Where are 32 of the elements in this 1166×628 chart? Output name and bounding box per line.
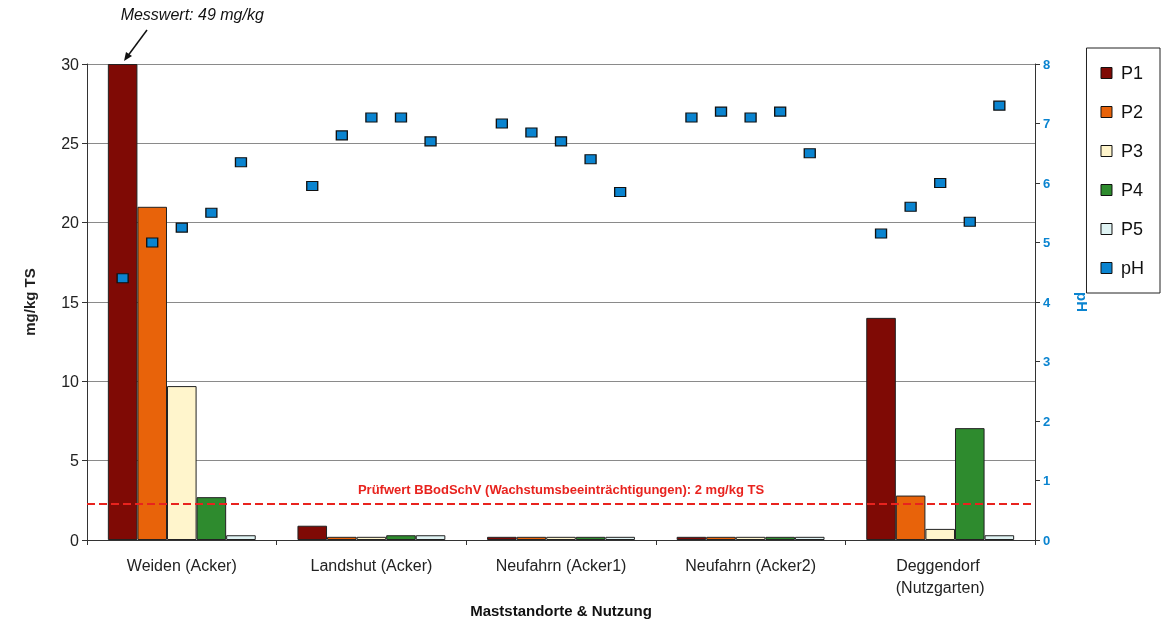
y-tick-label: 30 <box>61 55 80 73</box>
legend-label: P5 <box>1120 219 1144 239</box>
y-tick-label: 0 <box>70 531 80 549</box>
legend-label: P3 <box>1120 141 1144 161</box>
legend-label: P1 <box>1120 63 1144 83</box>
y2-tick-label: 7 <box>1043 116 1051 131</box>
y2-tick-label: 2 <box>1043 413 1051 429</box>
x-tick-label: Weiden (Acker) <box>126 556 237 574</box>
y-tick-label: 25 <box>61 134 80 152</box>
y2-tick-label: 0 <box>1043 532 1051 548</box>
y2-tick-label: 8 <box>1043 56 1051 72</box>
text: Messwert: 49 mg/kg <box>120 5 264 23</box>
y2-tick-label: 1 <box>1043 473 1051 488</box>
x-axis-title: Maststandorte & Nutzung <box>470 601 652 619</box>
y-axis-title: mg/kg TS <box>21 268 38 336</box>
y-tick-label: 5 <box>70 452 80 470</box>
y2-tick-label: 6 <box>1043 175 1051 191</box>
y2-tick-label: 5 <box>1043 235 1051 250</box>
y2-tick-label: 3 <box>1043 354 1051 369</box>
legend-label: pH <box>1120 258 1145 278</box>
legend-label: P4 <box>1120 180 1144 200</box>
y-tick-label: 20 <box>61 214 80 232</box>
legend-label: P2 <box>1120 102 1144 122</box>
y-tick-label: 15 <box>61 293 80 311</box>
x-tick-label: Deggendorf (Nutzgarten) <box>895 556 985 596</box>
x-tick-label: Neufahrn (Acker1) <box>495 556 627 574</box>
y2-tick-label: 4 <box>1043 294 1051 310</box>
x-tick-label: Landshut (Acker) <box>310 556 433 574</box>
x-tick-label: Neufahrn (Acker2) <box>685 556 816 574</box>
y2-axis-title: pH <box>1074 292 1091 312</box>
ref-line-label: Prüfwert BBodSchV (Wachstumsbeeinträchtigungen): 2 mg/kg TS <box>357 481 765 497</box>
y-tick-label: 10 <box>61 372 80 390</box>
